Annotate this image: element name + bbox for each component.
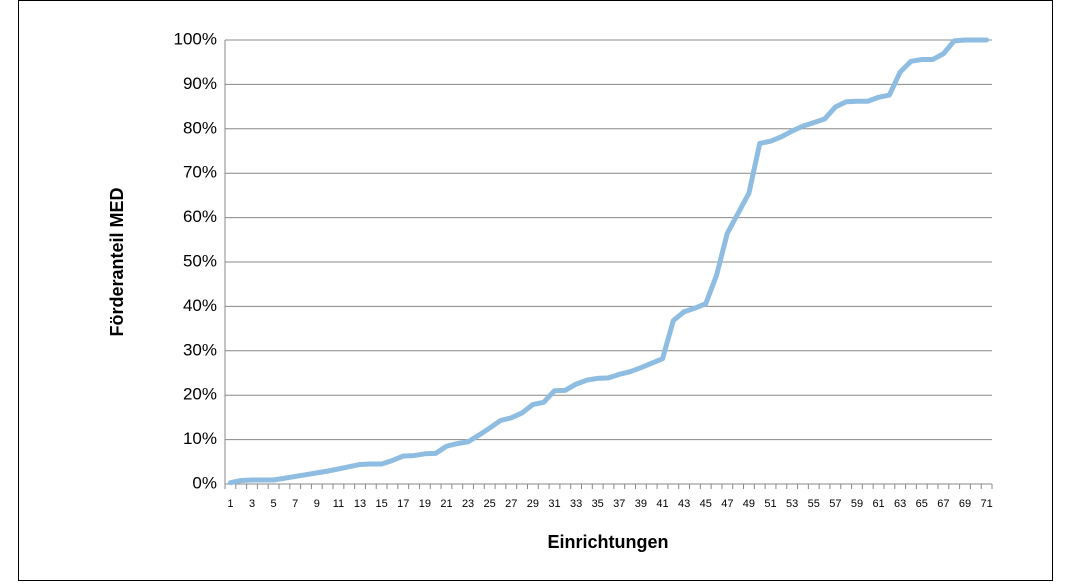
x-axis-title: Einrichtungen [548,532,669,552]
y-tick-label: 10% [183,429,217,448]
x-tick-label: 57 [829,498,841,510]
y-tick-label: 0% [192,473,217,492]
x-tick-label: 59 [851,498,863,510]
y-tick-label: 40% [183,296,217,315]
x-tick-label: 37 [613,498,625,510]
x-tick-label: 33 [570,498,582,510]
x-tick-label: 55 [808,498,820,510]
x-tick-label: 19 [419,498,431,510]
x-tick-label: 1 [227,498,233,510]
x-tick-label: 31 [548,498,560,510]
y-tick-label: 100% [174,29,217,48]
y-axis-title: Förderanteil MED [107,187,127,336]
x-tick-label: 61 [872,498,884,510]
line-series [227,37,990,486]
x-tick-label: 43 [678,498,690,510]
x-tick-label: 45 [700,498,712,510]
x-tick-label: 39 [635,498,647,510]
y-tick-label: 90% [183,74,217,93]
x-tick-label: 13 [354,498,366,510]
x-tick-label: 27 [505,498,517,510]
x-tick-label: 25 [484,498,496,510]
x-tick-label: 51 [764,498,776,510]
y-tick-label: 70% [183,163,217,182]
x-tick-label: 65 [916,498,928,510]
x-tick-label: 23 [462,498,474,510]
x-tick-label: 63 [894,498,906,510]
y-tick-label: 80% [183,118,217,137]
x-tick-label: 69 [959,498,971,510]
chart-frame [18,0,1053,581]
x-tick-label: 41 [656,498,668,510]
x-tick-label: 5 [271,498,277,510]
y-tick-label: 30% [183,340,217,359]
x-tick-label: 9 [314,498,320,510]
x-tick-label: 7 [292,498,298,510]
y-tick-label: 20% [183,385,217,404]
x-tick-label: 35 [592,498,604,510]
y-tick-label: 60% [183,207,217,226]
x-tick-label: 49 [743,498,755,510]
x-tick-label: 29 [527,498,539,510]
x-tick-label: 3 [249,498,255,510]
x-tick-label: 21 [440,498,452,510]
x-tick-label: 47 [721,498,733,510]
x-tick-label: 17 [397,498,409,510]
x-tick-label: 53 [786,498,798,510]
x-tick-label: 11 [333,498,344,510]
x-tick-label: 15 [376,498,388,510]
x-tick-label: 67 [937,498,949,510]
y-tick-label: 50% [183,251,217,270]
x-tick-label: 71 [980,498,992,510]
